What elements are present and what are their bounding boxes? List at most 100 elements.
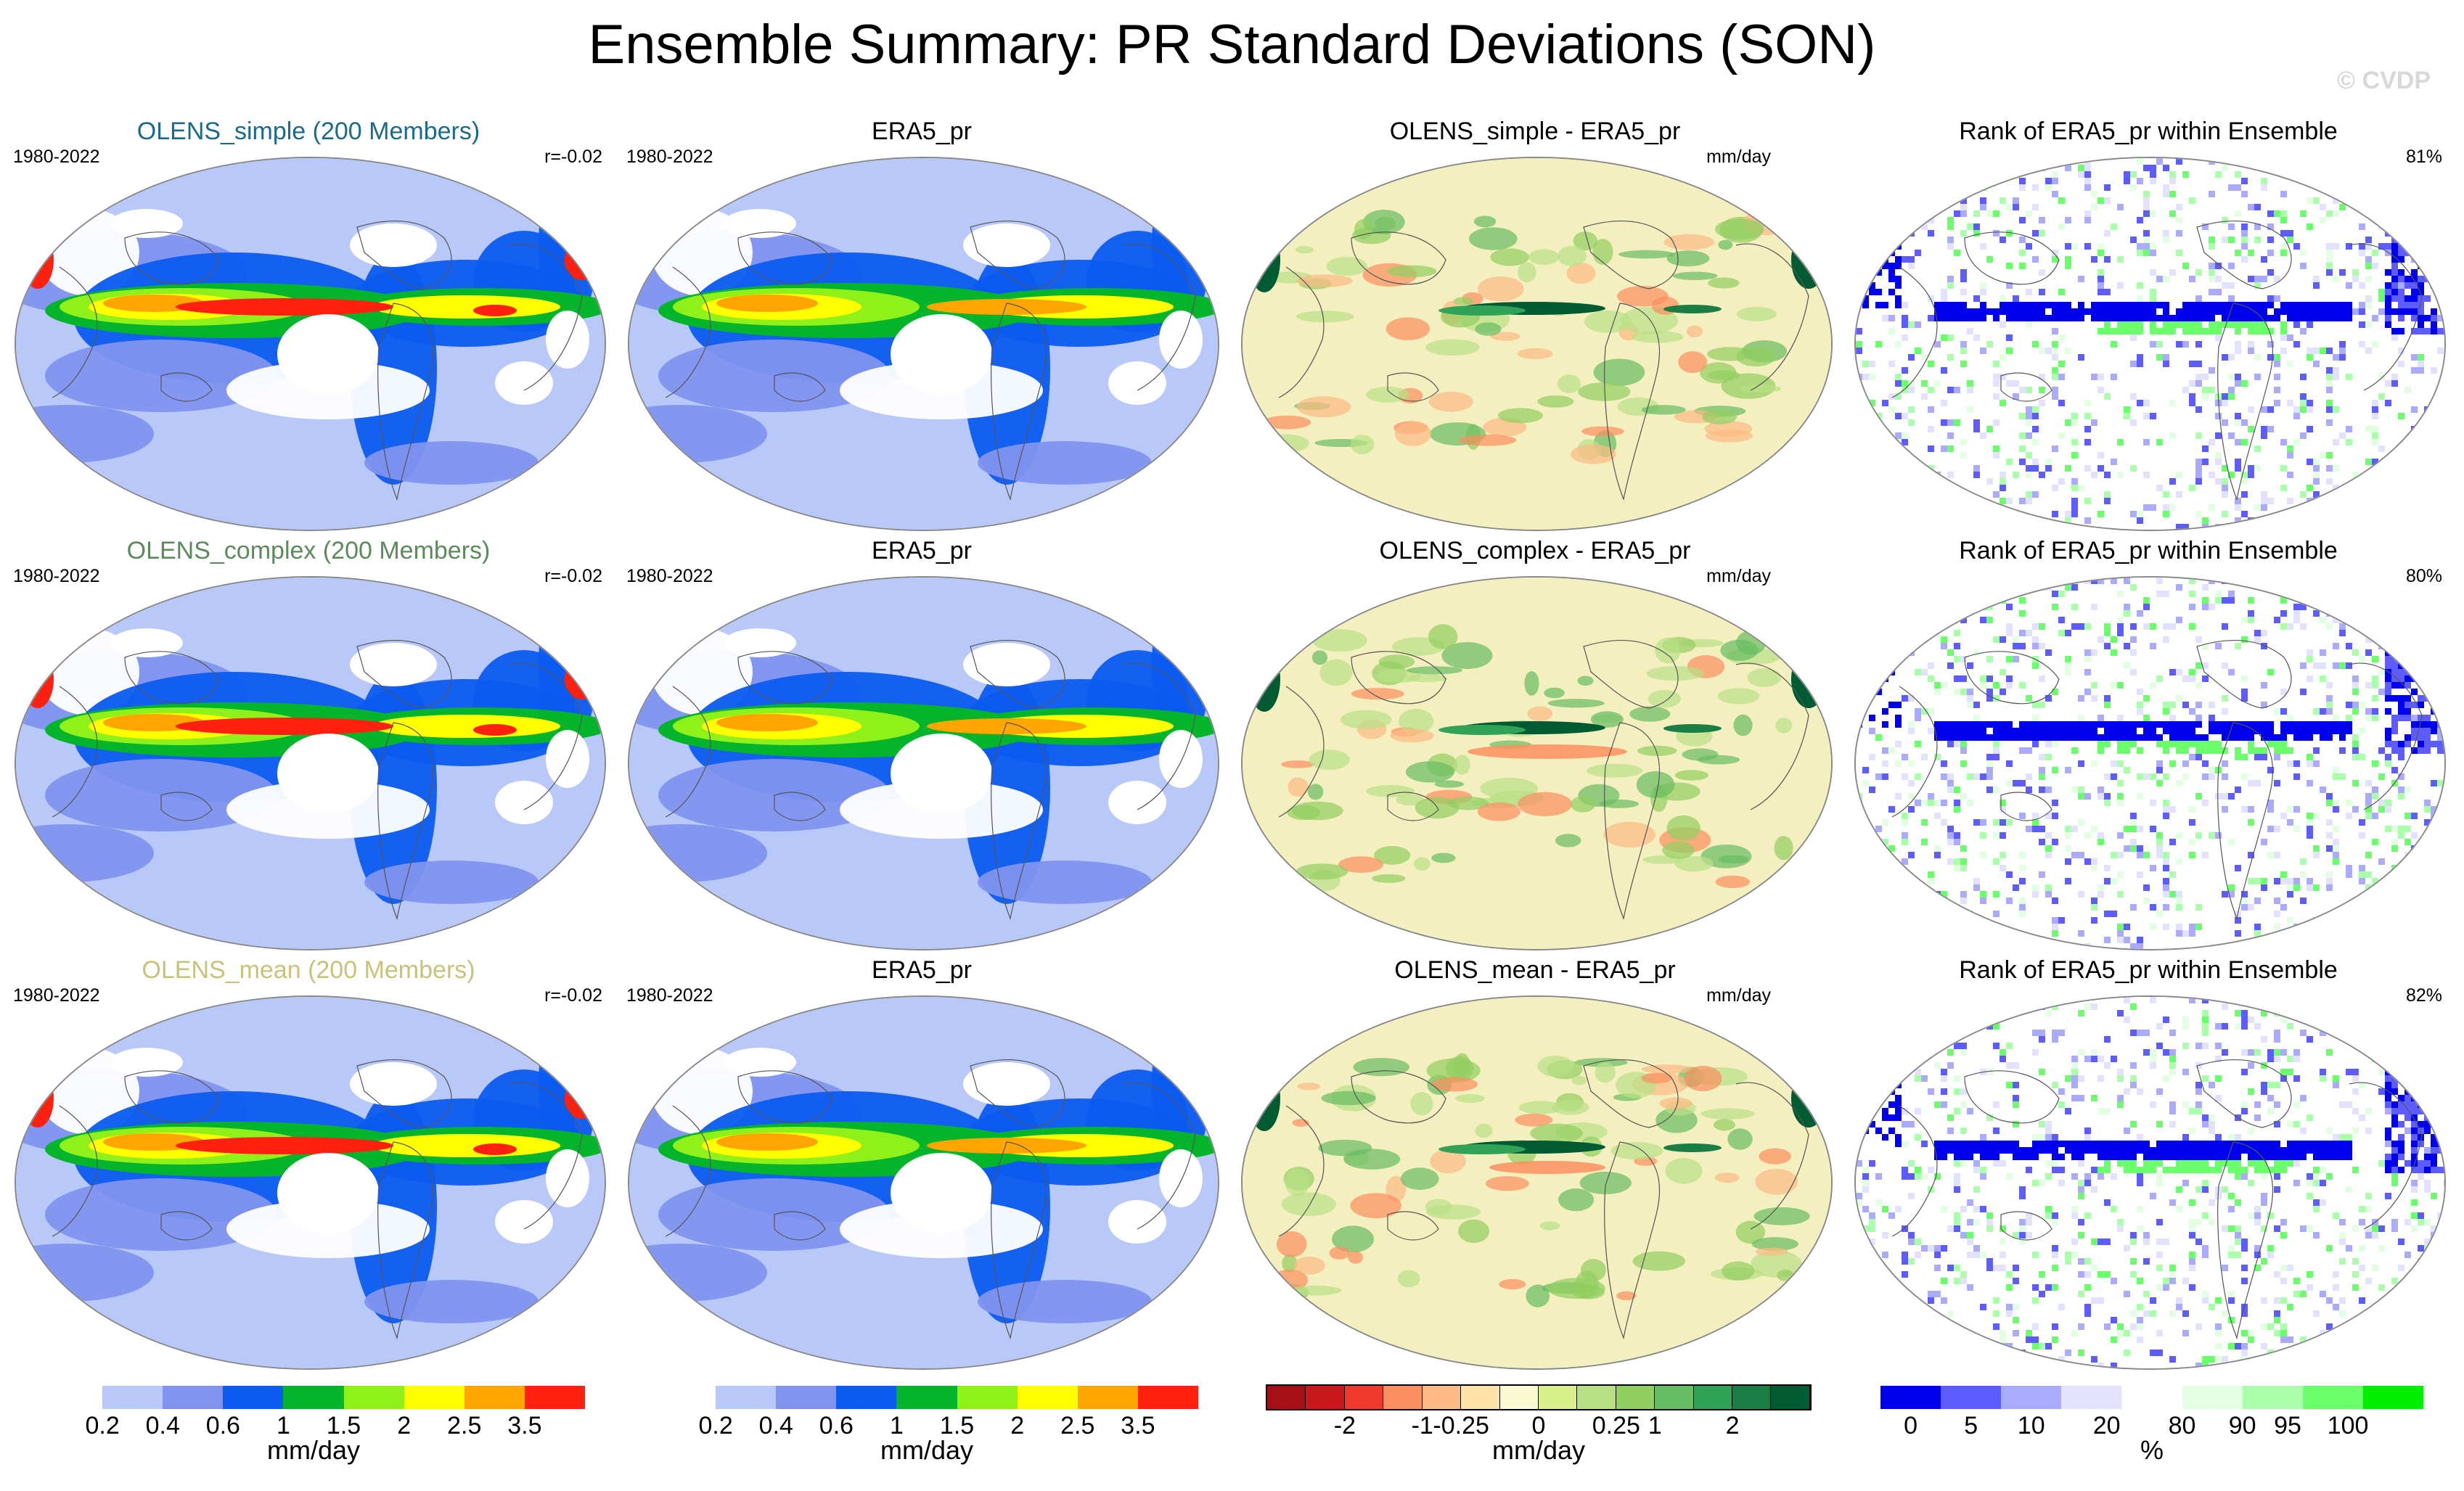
- colorbar-rank-ticks: 0 5 10 20 80 90 95 100: [1880, 1412, 2423, 1439]
- pr-std-map: [628, 157, 1219, 531]
- panel-title: OLENS_mean - ERA5_pr: [1394, 956, 1676, 984]
- colorbar-tick-label: 2.5: [1060, 1412, 1095, 1439]
- pr-std-map: [628, 576, 1219, 950]
- colorbar-swatch: [776, 1386, 837, 1409]
- colorbar-swatch: [1771, 1386, 1810, 1409]
- pr-diff-map: [1241, 995, 1833, 1370]
- panel-obs-era5-3: ERA5_pr 1980-2022: [621, 956, 1223, 1376]
- panel-title: Rank of ERA5_pr within Ensemble: [1959, 537, 2338, 564]
- colorbar-swatch: [1077, 1386, 1138, 1409]
- colorbar-tick-label: 5: [1964, 1412, 1978, 1439]
- panel-units: mm/day: [1706, 985, 1771, 1006]
- colorbar-tick-label: 1: [889, 1412, 904, 1439]
- colorbar-swatch: [163, 1386, 224, 1409]
- colorbar-swatch: [1383, 1386, 1423, 1409]
- panel-title: Rank of ERA5_pr within Ensemble: [1959, 118, 2338, 145]
- colorbar-tick-label: 2.5: [447, 1412, 482, 1439]
- colorbar-tick-label: -2: [1333, 1412, 1356, 1439]
- pr-diff-map: [1241, 157, 1833, 531]
- colorbar-model-ticks: 0.2 0.4 0.6 1 1.5 2 2.5 3.5: [42, 1412, 585, 1439]
- pr-std-map: [15, 157, 606, 531]
- colorbar-swatch: [896, 1386, 957, 1409]
- panel-rank-percent: 80%: [2405, 566, 2442, 586]
- map-canvas: [1856, 158, 2444, 530]
- rank-map: [1854, 157, 2446, 531]
- map-canvas: [629, 997, 1218, 1368]
- colorbar-swatch: [2182, 1386, 2243, 1409]
- panel-correlation: r=-0.02: [544, 985, 602, 1006]
- panel-rank-percent: 82%: [2405, 985, 2442, 1006]
- panel-title: OLENS_mean (200 Members): [142, 956, 475, 984]
- colorbar-tick-label: -1: [1411, 1412, 1433, 1439]
- panel-years: 1980-2022: [626, 566, 713, 586]
- colorbar-tick-label: 2: [1725, 1412, 1740, 1439]
- colorbar-tick-label: 3.5: [507, 1412, 542, 1439]
- panel-model-complex: OLENS_complex (200 Members) 1980-2022 r=…: [7, 537, 610, 956]
- panel-correlation: r=-0.02: [544, 566, 602, 586]
- colorbar-swatch: [1137, 1386, 1198, 1409]
- panel-years: 1980-2022: [13, 985, 100, 1006]
- colorbar-swatch: [1577, 1386, 1616, 1409]
- colorbar-diff-ticks: -2 -1 -0.25 0 0.25 1 2: [1267, 1412, 1810, 1439]
- panel-model-simple: OLENS_simple (200 Members) 1980-2022 r=-…: [7, 118, 610, 537]
- map-canvas: [16, 997, 605, 1368]
- colorbar-swatch: [1655, 1386, 1694, 1409]
- colorbar-swatch: [42, 1386, 103, 1409]
- colorbar-swatch: [464, 1386, 525, 1409]
- colorbar-swatch: [1422, 1386, 1462, 1409]
- cvdp-watermark: © CVDP: [2337, 67, 2431, 94]
- panel-obs-era5-2: ERA5_pr 1980-2022: [621, 537, 1223, 956]
- panel-rank-2: Rank of ERA5_pr within Ensemble 80%: [1847, 537, 2449, 956]
- pr-std-map: [15, 576, 606, 950]
- colorbar-swatch: [1461, 1386, 1500, 1409]
- colorbar-swatch: [2121, 1386, 2182, 1409]
- colorbar-tick-label: 95: [2274, 1412, 2301, 1439]
- colorbar-swatch: [343, 1386, 404, 1409]
- colorbar-swatch: [1017, 1386, 1078, 1409]
- colorbar-tick-label: 0.2: [698, 1412, 733, 1439]
- colorbar-tick-label: 0.4: [758, 1412, 793, 1439]
- colorbar-tick-label: 3.5: [1121, 1412, 1155, 1439]
- panel-title: OLENS_simple (200 Members): [136, 118, 480, 145]
- colorbar-swatch: [1538, 1386, 1578, 1409]
- colorbar-swatch: [1880, 1386, 1941, 1409]
- map-canvas: [1243, 158, 1831, 530]
- colorbar-tick-label: 0.4: [145, 1412, 180, 1439]
- colorbar-obs-ticks: 0.2 0.4 0.6 1 1.5 2 2.5 3.5: [655, 1412, 1198, 1439]
- colorbar-tick-label: 0.6: [819, 1412, 854, 1439]
- colorbar-tick-label: 0: [1904, 1412, 1918, 1439]
- colorbar-diff: [1266, 1384, 1812, 1410]
- colorbar-tick-label: 1.5: [326, 1412, 361, 1439]
- pr-std-map: [628, 995, 1219, 1370]
- map-canvas: [1856, 997, 2444, 1368]
- colorbar-swatch: [1267, 1386, 1306, 1409]
- panel-units: mm/day: [1706, 147, 1771, 167]
- panel-years: 1980-2022: [626, 147, 713, 167]
- colorbar-tick-label: 80: [2168, 1412, 2196, 1439]
- colorbar-swatch: [283, 1386, 344, 1409]
- colorbar-model-units: mm/day: [266, 1435, 361, 1465]
- colorbar-swatch: [655, 1386, 716, 1409]
- panel-diff-mean: OLENS_mean - ERA5_pr mm/day: [1234, 956, 1836, 1376]
- colorbar-swatch: [1499, 1386, 1539, 1409]
- panel-title: OLENS_simple - ERA5_pr: [1389, 118, 1681, 145]
- colorbar-tick-label: 1: [1648, 1412, 1662, 1439]
- colorbar-diff-units: mm/day: [1491, 1435, 1586, 1465]
- rank-map: [1854, 995, 2446, 1370]
- colorbar-swatch: [102, 1386, 163, 1409]
- colorbar-rank: [1880, 1386, 2423, 1409]
- colorbar-swatch: [2362, 1386, 2423, 1409]
- panel-rank-3: Rank of ERA5_pr within Ensemble 82%: [1847, 956, 2449, 1376]
- colorbar-swatch: [2242, 1386, 2303, 1409]
- panel-rank-percent: 81%: [2405, 147, 2442, 167]
- panel-title: OLENS_complex (200 Members): [126, 537, 491, 564]
- map-canvas: [1243, 578, 1831, 949]
- colorbar-swatch: [1344, 1386, 1384, 1409]
- colorbar-swatch: [404, 1386, 464, 1409]
- panel-title: ERA5_pr: [872, 956, 972, 984]
- map-canvas: [16, 578, 605, 949]
- colorbar-tick-label: 2: [1010, 1412, 1025, 1439]
- panel-years: 1980-2022: [626, 985, 713, 1006]
- panel-title: ERA5_pr: [872, 118, 972, 145]
- map-canvas: [1856, 578, 2444, 949]
